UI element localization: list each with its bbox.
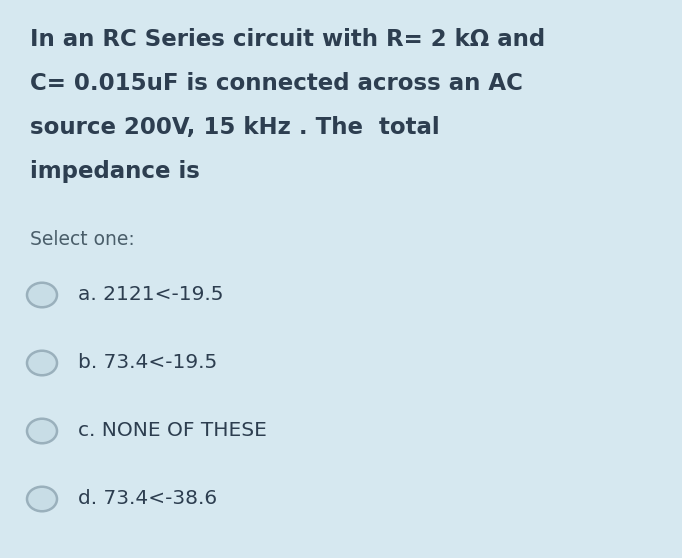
Text: c. NONE OF THESE: c. NONE OF THESE	[78, 421, 267, 440]
Text: impedance is: impedance is	[30, 160, 200, 183]
Circle shape	[27, 351, 57, 376]
Text: C= 0.015uF is connected across an AC: C= 0.015uF is connected across an AC	[30, 72, 523, 95]
Circle shape	[27, 418, 57, 443]
Text: d. 73.4<-38.6: d. 73.4<-38.6	[78, 489, 217, 508]
Text: a. 2121<-19.5: a. 2121<-19.5	[78, 285, 224, 304]
Text: In an RC Series circuit with R= 2 kΩ and: In an RC Series circuit with R= 2 kΩ and	[30, 28, 545, 51]
Text: Select one:: Select one:	[30, 230, 135, 249]
Circle shape	[27, 283, 57, 307]
Text: b. 73.4<-19.5: b. 73.4<-19.5	[78, 353, 218, 372]
Text: source 200V, 15 kHz . The  total: source 200V, 15 kHz . The total	[30, 116, 440, 139]
Circle shape	[27, 487, 57, 511]
